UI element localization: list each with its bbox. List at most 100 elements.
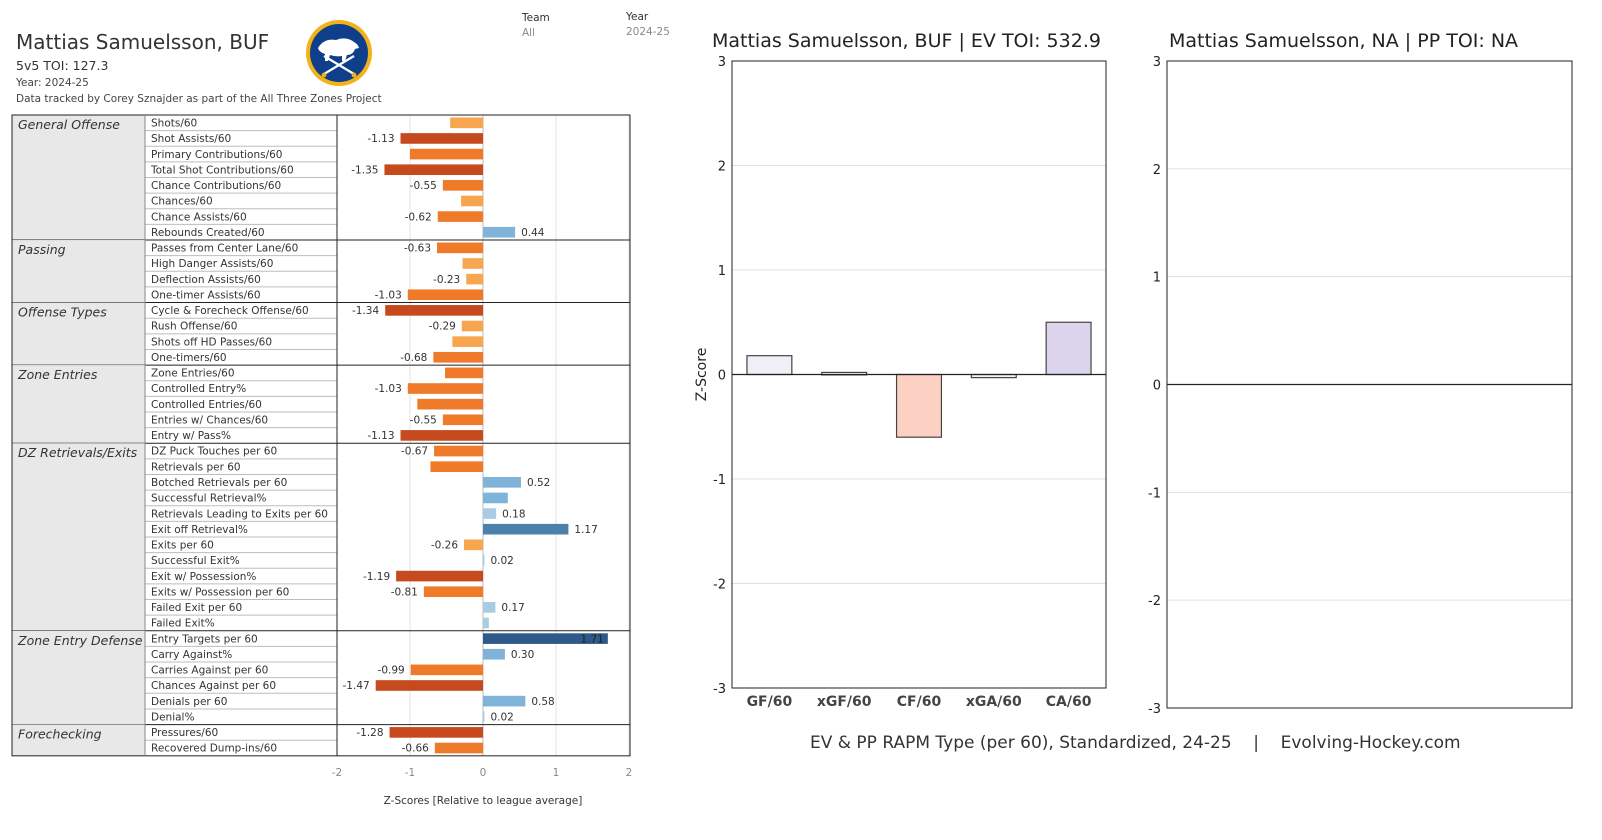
metric-bar [396,570,483,582]
metric-value: 0.02 [490,555,513,567]
section-label: DZ Retrievals/Exits [18,445,138,460]
sabres-logo-icon [306,20,372,86]
x-tick-label: xGA/60 [966,694,1022,710]
filter-year[interactable]: Year 2024-25 [626,11,670,38]
metric-value: 0.17 [501,602,524,614]
metric-value: -0.23 [433,274,460,286]
metric-label: Shot Assists/60 [151,133,231,145]
metric-bar [407,289,483,301]
metric-label: Retrievals per 60 [151,461,241,473]
metric-label: DZ Puck Touches per 60 [151,446,277,458]
y-tick-label: 2 [718,160,726,175]
metric-label: Controlled Entries/60 [151,399,262,411]
metric-label: Rush Offense/60 [151,321,237,333]
metric-label: Failed Exit% [151,618,215,630]
metric-value: -1.47 [343,680,370,692]
metric-bar [417,398,483,410]
section-cell [12,365,145,444]
toi-line: 5v5 TOI: 127.3 [16,58,108,73]
metric-value: -0.29 [429,321,456,333]
y-tick-label: -1 [1148,486,1161,501]
toi-label: 5v5 TOI: [16,58,69,73]
y-tick-label: 3 [1153,55,1161,70]
x-axis-label: Z-Scores [Relative to league average] [384,795,583,807]
y-axis-label: Z-Score [694,348,710,402]
metric-bar [434,445,483,457]
metric-value: -0.62 [405,211,432,223]
filter-year-label: Year [626,11,649,23]
metric-value: -1.03 [375,289,402,301]
metric-value: -0.67 [401,446,428,458]
metric-bar [483,226,516,238]
section-label: General Offense [18,117,120,132]
metric-label: Deflection Assists/60 [151,274,261,286]
y-tick-label: 1 [718,264,726,279]
metric-label: Zone Entries/60 [151,368,235,380]
metric-label: Entry Targets per 60 [151,633,258,645]
x-tick-label: 1 [553,767,560,779]
metric-value: 1.71 [580,633,603,645]
metric-bar [452,336,483,347]
metric-bar [423,586,483,598]
year-line: Year: 2024-25 [16,77,89,89]
x-tick-label: CA/60 [1046,694,1092,710]
chart-title: Mattias Samuelsson, NA | PP TOI: NA [1169,30,1518,52]
metric-value: -1.34 [352,305,379,317]
y-tick-label: -1 [713,473,726,488]
x-tick-label: 0 [480,767,487,779]
metric-bar [437,242,483,254]
metric-value: 0.02 [490,711,513,723]
metric-label: Primary Contributions/60 [151,149,282,161]
metric-value: -0.81 [391,586,418,598]
x-tick-label: -1 [405,767,415,779]
metric-bar [445,367,483,379]
metric-label: Failed Exit per 60 [151,602,242,614]
metric-value: -0.68 [400,352,427,364]
metric-value: 0.52 [527,477,550,489]
metric-bar [483,523,569,535]
metric-value: -1.03 [375,383,402,395]
metrics-zscore-chart: General Offense Shots/60 Shot Assists/60 -1… [11,114,633,807]
plot-frame [1166,60,1573,709]
metric-value: 0.58 [531,696,554,708]
player-title: Mattias Samuelsson, BUF [16,30,270,54]
section-label: Offense Types [18,305,107,320]
metric-bar [400,430,483,441]
chart-title: Mattias Samuelsson, BUF | EV TOI: 532.9 [712,30,1101,52]
x-tick-label: xGF/60 [817,694,872,710]
metric-label: Exits per 60 [151,540,214,552]
metric-label: High Danger Assists/60 [151,258,273,270]
metric-bar [483,695,526,707]
metric-bar [483,508,497,519]
metric-bar [400,133,483,144]
credit-line: Data tracked by Corey Sznajder as part o… [16,93,382,105]
metric-label: Carries Against per 60 [151,665,268,677]
metric-label: Chance Contributions/60 [151,180,281,192]
metric-label: One-timers/60 [151,352,227,364]
section-cell [12,302,145,366]
metric-label: Shots/60 [151,118,197,130]
metric-label: Cycle & Forecheck Offense/60 [151,305,309,317]
y-tick-label: 0 [718,369,726,384]
metric-label: Total Shot Contributions/60 [150,164,294,176]
metric-label: Rebounds Created/60 [151,227,265,239]
x-tick-label: 2 [626,767,633,779]
rapm-bar [746,355,793,376]
metric-bar [483,476,521,488]
filter-year-value: 2024-25 [626,26,670,38]
section-cell [12,724,145,756]
metric-label: Chances/60 [151,196,213,208]
filter-team[interactable]: Team All [522,12,550,39]
metric-value: -0.99 [378,665,405,677]
metric-bar [442,414,483,426]
metric-label: Recovered Dump-ins/60 [151,743,277,755]
metric-bar [442,180,483,191]
metric-bar [483,633,608,644]
section-label: Passing [18,242,66,257]
metric-label: Controlled Entry% [151,383,246,395]
metric-label: Denial% [151,711,194,723]
plot-frame [731,60,1107,689]
metric-bar [384,164,483,176]
section-cell [12,443,145,631]
metric-bar [434,742,483,754]
